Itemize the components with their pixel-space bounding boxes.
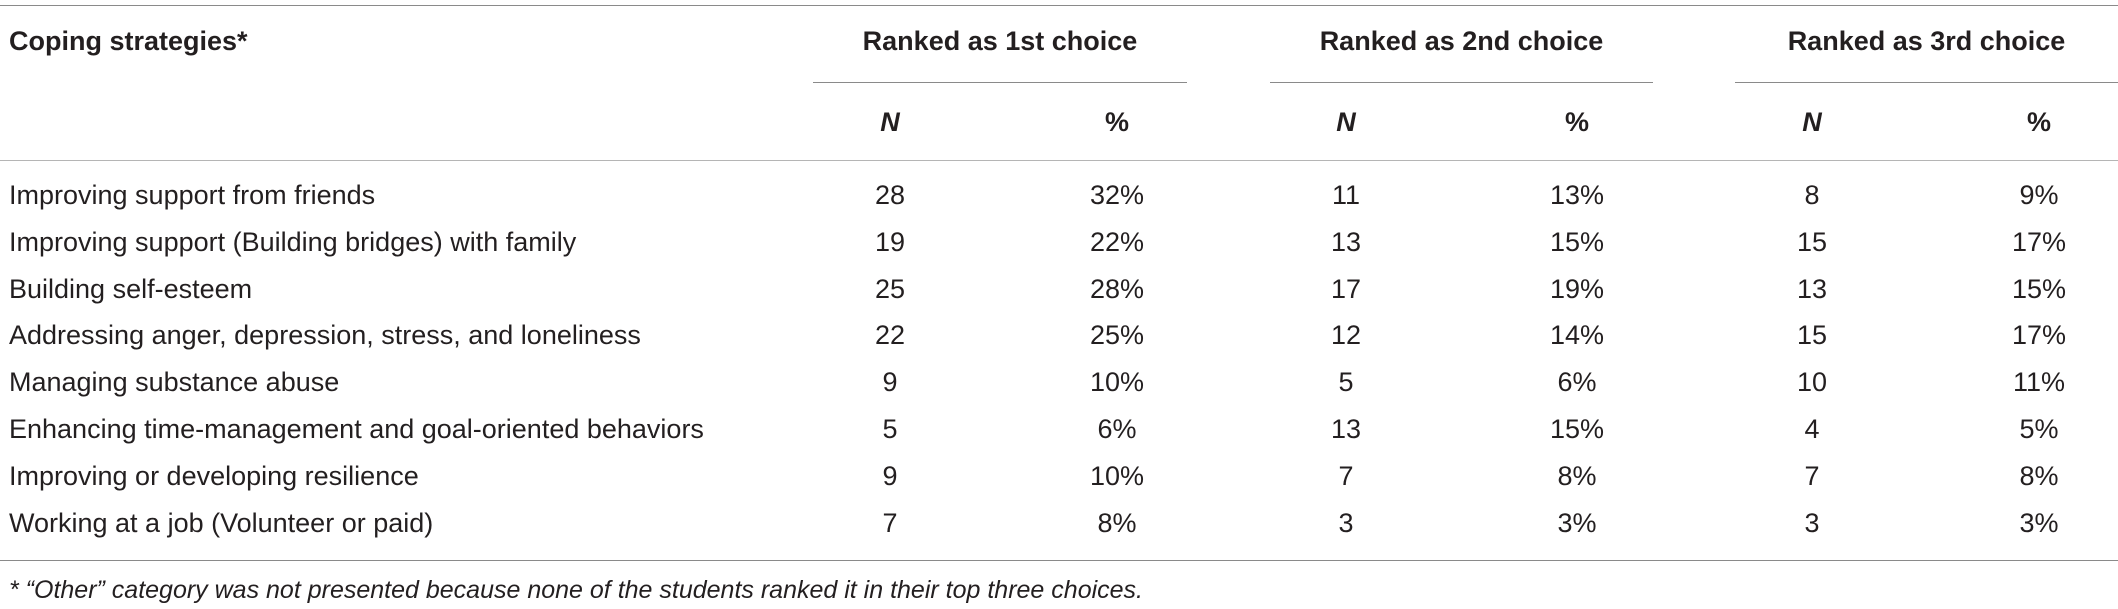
row-value-p1: 10% [1089, 367, 1145, 398]
row-value-n2: 5 [1338, 367, 1354, 398]
row-value-n1: 9 [882, 367, 898, 398]
subheader-n-2: N [1336, 107, 1356, 137]
row-value-p3: 17% [2011, 226, 2067, 257]
header-rank-1: Ranked as 1st choice [862, 26, 1138, 56]
header-coping-strategies: Coping strategies* [9, 26, 248, 56]
row-strategy-label: Addressing anger, depression, stress, an… [9, 320, 641, 351]
row-strategy-label: Working at a job (Volunteer or paid) [9, 507, 434, 538]
row-value-p2: 6% [1557, 367, 1597, 398]
row-value-n2: 7 [1338, 460, 1354, 491]
subheader-pct-1: % [1104, 107, 1129, 137]
table-top-rule [0, 5, 2118, 6]
row-value-n1: 19 [874, 226, 906, 257]
header-bottom-rule [0, 160, 2118, 161]
row-value-n2: 13 [1330, 226, 1362, 257]
row-value-n3: 15 [1796, 320, 1828, 351]
row-value-p1: 25% [1089, 320, 1145, 351]
row-value-n3: 3 [1804, 507, 1820, 538]
row-value-p3: 17% [2011, 320, 2067, 351]
subheader-n-3: N [1802, 107, 1822, 137]
header-rank-3: Ranked as 3rd choice [1787, 26, 2066, 56]
row-value-p2: 15% [1549, 226, 1605, 257]
subheader-pct-3: % [2026, 107, 2051, 137]
row-value-n3: 4 [1804, 414, 1820, 444]
table-bottom-rule [0, 560, 2118, 561]
row-value-n2: 13 [1330, 414, 1362, 444]
row-value-p1: 22% [1089, 226, 1145, 257]
row-value-n1: 7 [882, 507, 898, 538]
header-rank-3-rule [1735, 82, 2118, 83]
subheader-n-1: N [880, 107, 900, 137]
row-value-p2: 3% [1557, 507, 1597, 538]
row-value-p2: 13% [1549, 180, 1605, 210]
row-value-p1: 6% [1097, 414, 1137, 444]
header-rank-2: Ranked as 2nd choice [1319, 26, 1604, 56]
row-strategy-label: Improving support (Building bridges) wit… [9, 226, 577, 257]
header-rank-1-rule [813, 82, 1187, 83]
row-value-n1: 22 [874, 320, 906, 351]
row-value-n2: 11 [1331, 180, 1361, 210]
row-value-n1: 9 [882, 460, 898, 491]
row-value-n1: 5 [882, 414, 898, 444]
row-value-n3: 10 [1796, 367, 1828, 398]
row-value-n3: 13 [1796, 273, 1828, 304]
row-value-n2: 3 [1338, 507, 1354, 538]
row-value-p3: 9% [2019, 180, 2059, 210]
row-strategy-label: Managing substance abuse [9, 367, 340, 398]
header-rank-2-rule [1270, 82, 1653, 83]
row-value-n3: 8 [1804, 180, 1820, 210]
row-strategy-label: Improving support from friends [9, 180, 376, 210]
row-value-p1: 8% [1097, 507, 1137, 538]
row-value-n1: 25 [874, 273, 906, 304]
row-value-n3: 15 [1796, 226, 1828, 257]
subheader-pct-2: % [1564, 107, 1589, 137]
row-strategy-label: Improving or developing resilience [9, 460, 419, 491]
row-value-p2: 8% [1557, 460, 1597, 491]
row-value-n2: 12 [1330, 320, 1362, 351]
row-strategy-label: Building self-esteem [9, 273, 253, 304]
row-value-p3: 8% [2019, 460, 2059, 491]
row-value-p1: 28% [1089, 273, 1145, 304]
row-value-p2: 19% [1549, 273, 1605, 304]
row-value-n1: 28 [874, 180, 906, 210]
table-footnote: * “Other” category was not presented bec… [9, 576, 1143, 604]
row-value-p2: 14% [1549, 320, 1605, 351]
row-value-n3: 7 [1804, 460, 1820, 491]
row-value-p1: 10% [1089, 460, 1145, 491]
row-value-p3: 5% [2019, 414, 2059, 444]
row-value-p2: 15% [1549, 414, 1605, 444]
row-value-p3: 3% [2019, 507, 2059, 538]
row-value-n2: 17 [1330, 273, 1362, 304]
row-value-p3: 11% [2012, 367, 2066, 398]
row-value-p3: 15% [2011, 273, 2067, 304]
row-strategy-label: Enhancing time-management and goal-orien… [9, 414, 704, 444]
row-value-p1: 32% [1089, 180, 1145, 210]
